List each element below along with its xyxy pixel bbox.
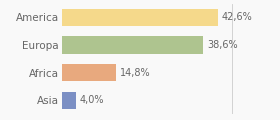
Text: 4,0%: 4,0% [80,95,104,105]
Bar [62,9,218,26]
Bar [62,36,203,54]
Text: 42,6%: 42,6% [221,12,252,22]
Bar [62,64,116,81]
Text: 14,8%: 14,8% [120,68,150,78]
Text: 38,6%: 38,6% [207,40,237,50]
Bar [62,92,76,109]
